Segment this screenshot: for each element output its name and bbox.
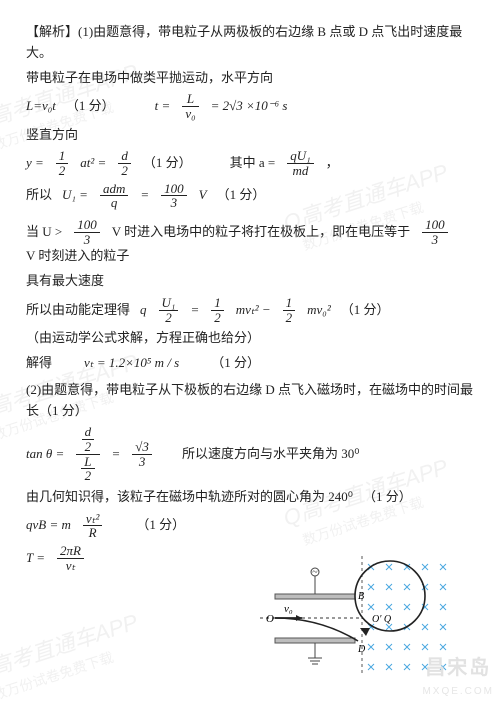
geo-text: 由几何知识得，该粒子在磁场中轨迹所对的圆心角为 240⁰: [26, 487, 353, 508]
unit-V: V: [199, 185, 207, 206]
eq-qvB: qvB = m vₜ²R （1 分）: [26, 512, 474, 540]
frac-100-3: 1003: [161, 182, 187, 210]
solve-line: 解得 vₜ = 1.2×10⁵ m / s （1 分）: [26, 353, 474, 374]
watermark: Q高考直通车APP: [0, 604, 142, 690]
when-a: 当 U >: [26, 222, 62, 243]
label-O: O: [266, 613, 274, 625]
frac-vt2-R: vₜ²R: [83, 512, 103, 540]
eq-y-lhs: y =: [26, 153, 44, 174]
points: （1 分）: [211, 353, 260, 374]
mv02: mv₀²: [307, 300, 331, 321]
eq-lvt: L=v₀t: [26, 96, 56, 117]
vertical-label: 竖直方向: [26, 125, 474, 146]
eq-vt: vₜ = 1.2×10⁵ m / s: [84, 353, 179, 374]
geo-line: 由几何知识得，该粒子在磁场中轨迹所对的圆心角为 240⁰ （1 分）: [26, 487, 474, 508]
frac-d2: d2: [118, 149, 131, 177]
when-line: 当 U > 1003 V 时进入电场中的粒子将打在极板上，即在电压等于 1003…: [26, 218, 474, 267]
points: （1 分）: [363, 487, 412, 508]
label-OQ: O′ Q: [372, 614, 392, 625]
footer-small: MXQE.COM: [422, 684, 494, 700]
angle-30: 所以速度方向与水平夹角为 30⁰: [182, 444, 359, 465]
when-b: V 时进入电场中的粒子将打在极板上，即在电压等于: [112, 222, 410, 243]
footer-watermark: 昌宋岛 MXQE.COM: [422, 652, 494, 700]
T-lhs: T =: [26, 548, 45, 569]
has-max: 具有最大速度: [26, 271, 474, 292]
mvt2: mvₜ² −: [236, 300, 271, 321]
frac-adm-q: admq: [100, 182, 128, 210]
eq-t-lhs: t =: [155, 96, 171, 117]
eq-y-mid: at² =: [80, 153, 106, 174]
frac-nested: d2 L2: [76, 425, 99, 483]
comma: ，: [326, 153, 339, 174]
intro-line: 【解析】(1)由题意得，带电粒子从两极板的右边缘 B 点或 D 点飞出时速度最大…: [26, 22, 474, 64]
tan-lhs: tan θ =: [26, 444, 64, 465]
where-label: 其中 a =: [230, 153, 276, 174]
solve-label: 解得: [26, 353, 52, 374]
points: （1 分）: [66, 96, 115, 117]
kinetic-label: 所以由动能定理得: [26, 300, 130, 321]
eq-T: T = 2πRvₜ: [26, 544, 474, 572]
eq: =: [190, 300, 199, 321]
frac-qU-md: qU₁md: [287, 149, 313, 177]
when-c: V 时刻进入的粒子: [26, 246, 129, 267]
kinetic-line: 所以由动能定理得 q U₁2 = 12 mvₜ² − 12 mv₀² （1 分）: [26, 296, 474, 324]
frac-100-3b: 1003: [74, 218, 100, 246]
points: （1 分）: [143, 153, 192, 174]
eq: =: [112, 444, 121, 465]
so-label: 所以: [26, 185, 52, 206]
eq-U1-lhs: U₁ =: [62, 185, 88, 206]
points: （1 分）: [217, 185, 266, 206]
eq-horizontal: L=v₀t （1 分） t = L v₀ = 2√3 ×10⁻⁶ s: [26, 92, 474, 120]
label-D: D: [357, 644, 366, 655]
qvB-lhs: qvB = m: [26, 515, 71, 536]
frac-L-v0: L v₀: [182, 92, 198, 120]
part2-line: (2)由题意得，带电粒子从下极板的右边缘 D 点飞入磁场时，在磁场中的时间最长（…: [26, 380, 474, 422]
eq-U1: 所以 U₁ = admq = 1003 V （1 分）: [26, 182, 474, 210]
motion-line: 带电粒子在电场中做类平抛运动，水平方向: [26, 68, 474, 89]
frac-half-c: 12: [283, 296, 296, 324]
frac-half: 12: [56, 149, 69, 177]
label-B: B: [358, 591, 364, 602]
frac-U1-2: U₁2: [159, 296, 179, 324]
alt-line: （由运动学公式求解，方程正确也给分）: [26, 328, 474, 349]
watermark-sub: 数万份试卷免费下载: [0, 646, 116, 706]
eq-vertical: y = 12 at² = d2 （1 分） 其中 a = qU₁md ，: [26, 149, 474, 177]
points: （1 分）: [341, 300, 390, 321]
frac-r3-3: √33: [132, 440, 152, 468]
eq-t-tail: = 2√3 ×10⁻⁶ s: [211, 96, 288, 117]
frac-half-b: 12: [211, 296, 224, 324]
eqD-q: q: [140, 300, 147, 321]
frac-100-3c: 1003: [422, 218, 448, 246]
frac-2piR-vt: 2πRvₜ: [57, 544, 84, 572]
eq: =: [140, 185, 149, 206]
eq-tan: tan θ = d2 L2 = √33 所以速度方向与水平夹角为 30⁰: [26, 425, 474, 483]
points: （1 分）: [136, 515, 185, 536]
footer-big: 昌宋岛: [422, 652, 494, 684]
label-v0: v₀: [284, 603, 293, 615]
